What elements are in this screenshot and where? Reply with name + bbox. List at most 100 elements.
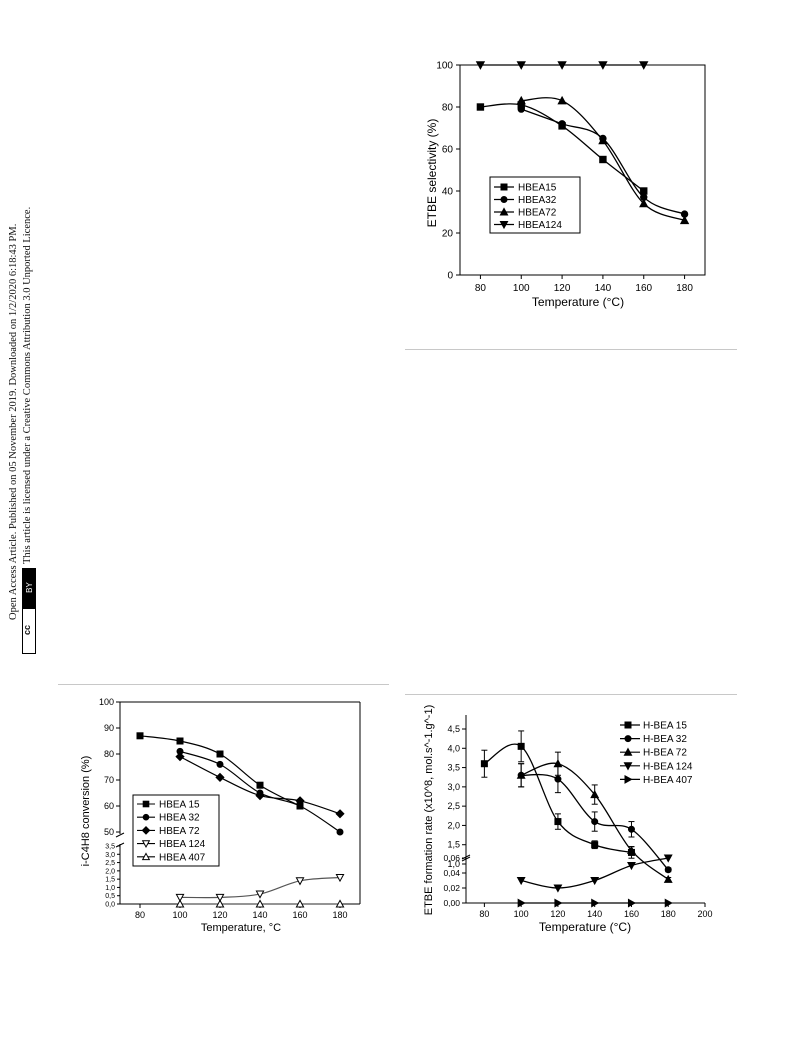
c3-legend-label: H-BEA 15	[643, 721, 687, 732]
c2-ytick-label: 100	[99, 697, 114, 707]
c3-point	[553, 884, 563, 893]
c3-legend-label: H-BEA 32	[643, 734, 687, 745]
c1-legend-marker	[500, 196, 508, 203]
c2-ytick-label: 50	[104, 827, 114, 837]
c2-point	[255, 790, 265, 801]
c2-point	[216, 760, 224, 768]
c2-ytick-label: 90	[104, 723, 114, 733]
c3-legend-marker	[624, 721, 632, 729]
c3-legend-marker	[624, 735, 632, 743]
c2-ylabel: i-C4H8 conversion (%)	[80, 756, 92, 867]
c3-point	[554, 898, 563, 908]
c2-point	[335, 809, 345, 819]
c1-point	[475, 61, 486, 70]
c3-ytick-label: 3,5	[447, 763, 460, 773]
c2-xtick-label: 180	[332, 910, 347, 920]
c3-legend-label: H-BEA 407	[643, 775, 693, 786]
c1-point	[598, 135, 608, 145]
c2-legend-marker	[142, 800, 150, 808]
c3-xtick-label: 200	[697, 909, 712, 919]
c1-xtick-label: 80	[475, 283, 487, 294]
c1-xtick-label: 140	[595, 283, 612, 294]
c3-legend-marker	[623, 747, 633, 756]
c3-point	[627, 825, 635, 833]
c1-xtick-label: 180	[676, 283, 693, 294]
c2-ytick-lower-label: 2,0	[105, 868, 115, 875]
c2-point	[336, 828, 344, 836]
c1-ytick-label: 80	[442, 103, 454, 114]
licence-line: This article is licensed under a Creativ…	[22, 206, 33, 564]
c1-point	[599, 155, 607, 164]
c3-point	[664, 866, 672, 874]
c1-legend-marker	[500, 183, 508, 191]
c1-legend-label: HBEA72	[518, 208, 557, 219]
c1-legend-marker	[499, 207, 509, 216]
c1-legend-label: HBEA15	[518, 183, 557, 194]
c1-legend-label: HBEA32	[518, 195, 557, 206]
c1-ytick-label: 0	[447, 271, 453, 282]
c3-point	[663, 874, 673, 883]
c3-point	[554, 818, 562, 826]
c2-point	[335, 899, 345, 908]
c1-xlabel: Temperature (°C)	[532, 295, 624, 309]
c3-point	[591, 818, 599, 826]
c1-point	[557, 95, 567, 105]
c2-point	[216, 750, 224, 758]
divider-bottom-right	[405, 694, 737, 695]
c3-ytick-label: 3,0	[447, 782, 460, 792]
c3-point	[663, 854, 673, 863]
c2-legend-label: HBEA 124	[159, 839, 206, 850]
c3-legend-marker	[623, 762, 633, 771]
c1-point	[598, 61, 608, 70]
c2-point	[215, 893, 225, 903]
c3-ytick-label: 1,5	[447, 840, 460, 850]
c2-ytick-label: 60	[104, 801, 114, 811]
c3-xtick-label: 80	[479, 909, 489, 919]
c2-legend-label: HBEA 72	[159, 826, 200, 837]
c2-ytick-lower-label: 0,0	[105, 902, 115, 909]
c1-ytick-label: 60	[442, 145, 454, 156]
c2-ytick-lower-label: 3,0	[105, 852, 115, 859]
c3-point	[517, 742, 525, 750]
c2-legend-marker	[141, 826, 151, 835]
c2-point	[215, 899, 225, 908]
c3-ytick-lower-label: 0,06	[443, 853, 460, 863]
c1-xtick-label: 100	[513, 283, 530, 294]
c3-point	[664, 898, 673, 908]
c1-ytick-label: 100	[436, 61, 453, 72]
c1-point	[558, 120, 566, 128]
c1-point	[640, 187, 648, 195]
c3-ytick-label: 4,0	[447, 743, 460, 753]
c3-point	[627, 862, 636, 871]
c1-point	[557, 61, 567, 70]
by-icon: BY	[24, 582, 34, 593]
c3-xtick-label: 160	[624, 909, 639, 919]
c2-xtick-label: 140	[252, 910, 267, 920]
c2-ytick-lower-label: 3,5	[105, 844, 115, 851]
c3-xlabel: Temperature (°C)	[539, 920, 631, 934]
c3-point	[590, 789, 600, 799]
divider-top-right	[405, 349, 737, 350]
c2-point	[215, 772, 225, 783]
c2-point	[295, 796, 305, 806]
c2-point	[295, 877, 305, 886]
c2-break-mark	[115, 832, 125, 838]
c1-point	[639, 198, 649, 208]
c3-point	[591, 841, 599, 849]
c3-ytick-lower-label: 0,00	[443, 898, 460, 908]
cc-by-badge[interactable]: BY cc	[22, 568, 36, 654]
c3-point	[553, 759, 563, 768]
c3-break-mark	[461, 856, 471, 862]
divider-bottom-left	[58, 684, 389, 685]
c2-point	[255, 899, 265, 908]
c3-point	[627, 898, 637, 908]
c3-legend-label: H-BEA 72	[643, 748, 687, 759]
c3-point	[554, 775, 562, 783]
c1-point	[517, 105, 525, 113]
c2-point	[176, 737, 184, 745]
c3-ytick-label: 2,0	[447, 820, 460, 830]
c2-ytick-lower-label: 0,5	[105, 893, 115, 900]
c2-point	[136, 732, 144, 740]
c1-point	[679, 215, 690, 225]
